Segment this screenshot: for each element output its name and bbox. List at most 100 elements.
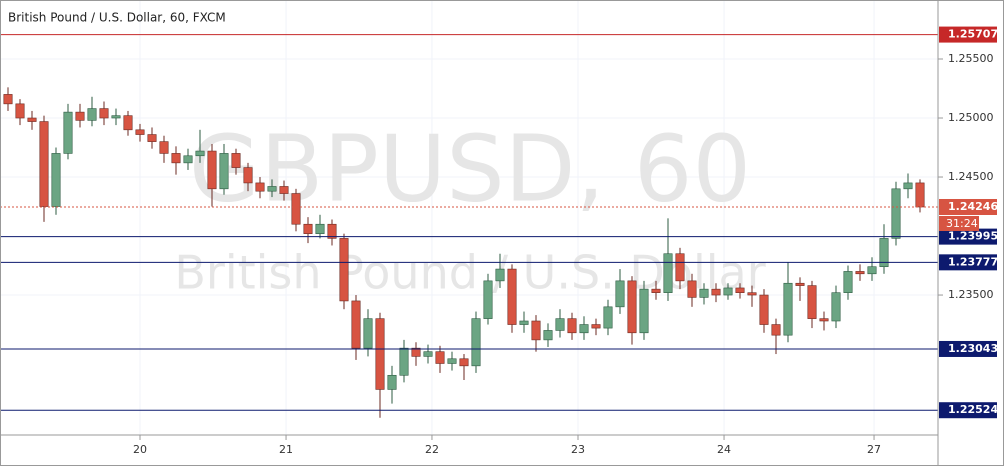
candle-body bbox=[399, 347, 409, 376]
candle-body bbox=[891, 188, 901, 239]
level-label: 1.22524 bbox=[948, 403, 998, 416]
candle-body bbox=[63, 111, 73, 154]
candle-body bbox=[675, 253, 685, 282]
candle-body bbox=[351, 300, 361, 349]
candle-body bbox=[795, 282, 805, 286]
candle-body bbox=[327, 223, 337, 239]
candle-body bbox=[267, 186, 277, 192]
y-tick-label: 1.24500 bbox=[948, 170, 994, 183]
countdown-box bbox=[939, 215, 979, 231]
candle-body bbox=[219, 153, 229, 190]
candle-body bbox=[519, 320, 529, 325]
level-label: 1.23995 bbox=[948, 230, 998, 243]
candle-body bbox=[423, 351, 433, 357]
candle-body bbox=[711, 288, 721, 296]
candle-body bbox=[867, 266, 877, 275]
candle-body bbox=[291, 193, 301, 225]
candle-body bbox=[579, 324, 589, 334]
candle-body bbox=[603, 306, 613, 329]
level-label: 1.25707 bbox=[948, 28, 998, 41]
candle-body bbox=[639, 288, 649, 334]
candle-body bbox=[483, 280, 493, 319]
chart-title: British Pound / U.S. Dollar, 60, FXCM bbox=[8, 11, 226, 25]
candle-body bbox=[843, 271, 853, 293]
candle-body bbox=[147, 134, 157, 142]
candle-body bbox=[591, 324, 601, 329]
candle-body bbox=[39, 121, 49, 207]
y-tick-label: 1.25000 bbox=[948, 111, 994, 124]
candle-body bbox=[171, 153, 181, 164]
candle-body bbox=[555, 318, 565, 331]
candle-body bbox=[375, 318, 385, 390]
candle-body bbox=[567, 318, 577, 334]
candle-body bbox=[159, 141, 169, 154]
x-tick-label: 20 bbox=[133, 443, 147, 456]
candle-body bbox=[99, 108, 109, 119]
candle-body bbox=[3, 94, 13, 105]
candle-body bbox=[699, 288, 709, 298]
candle-body bbox=[303, 223, 313, 234]
candle-body bbox=[459, 358, 469, 367]
candle-body bbox=[111, 115, 121, 119]
last-price-box bbox=[939, 198, 997, 215]
candle-body bbox=[687, 280, 697, 298]
candle-body bbox=[207, 150, 217, 190]
candle-body bbox=[435, 351, 445, 364]
candle-body bbox=[183, 155, 193, 164]
level-label-box bbox=[939, 26, 997, 43]
candle-body bbox=[279, 186, 289, 194]
candle-body bbox=[243, 167, 253, 184]
y-tick-label: 1.25500 bbox=[948, 52, 994, 65]
level-label-box bbox=[939, 340, 997, 357]
candle-body bbox=[75, 111, 85, 121]
level-label-box bbox=[939, 228, 997, 245]
countdown-label: 31:24 bbox=[946, 217, 978, 230]
candle-body bbox=[915, 182, 925, 208]
candle-body bbox=[123, 115, 133, 131]
x-tick-label: 22 bbox=[425, 443, 439, 456]
candle-body bbox=[339, 238, 349, 302]
x-tick-label: 24 bbox=[717, 443, 731, 456]
candle-body bbox=[255, 182, 265, 192]
candle-body bbox=[447, 358, 457, 364]
candle-body bbox=[783, 282, 793, 336]
plot bbox=[0, 34, 938, 418]
level-label: 1.23777 bbox=[948, 255, 998, 268]
candle-body bbox=[195, 150, 205, 157]
candle-body bbox=[315, 223, 325, 234]
candle-body bbox=[471, 318, 481, 367]
y-tick-label: 1.23500 bbox=[948, 288, 994, 301]
axis-labels: 1.25500 1.25000 1.24500 1.23500 20 21 22 23 24 27… bbox=[133, 26, 998, 456]
candle-body bbox=[735, 287, 745, 293]
grid bbox=[0, 0, 938, 435]
candle-body bbox=[15, 103, 25, 119]
candle-body bbox=[495, 268, 505, 282]
candle-body bbox=[855, 271, 865, 275]
candle-body bbox=[27, 117, 37, 122]
candle-body bbox=[759, 294, 769, 325]
candle-body bbox=[819, 318, 829, 322]
level-label-box bbox=[939, 254, 997, 271]
candle-body bbox=[879, 238, 889, 268]
candle-body bbox=[663, 253, 673, 293]
candle-body bbox=[387, 374, 397, 390]
candle-body bbox=[747, 292, 757, 296]
candle-body bbox=[615, 280, 625, 308]
candle-body bbox=[723, 287, 733, 296]
x-tick-label: 23 bbox=[571, 443, 585, 456]
watermark-symbol: GBPUSD, 60 bbox=[189, 115, 751, 222]
candle-body bbox=[507, 268, 517, 325]
candle-body bbox=[903, 182, 913, 190]
candle-body bbox=[627, 280, 637, 334]
candle-body bbox=[135, 129, 145, 135]
candle-body bbox=[411, 347, 421, 357]
candle-body bbox=[771, 324, 781, 336]
last-price-label: 1.24246 bbox=[948, 200, 998, 213]
candle-body bbox=[831, 292, 841, 322]
x-tick-label: 21 bbox=[279, 443, 293, 456]
level-label: 1.23043 bbox=[948, 342, 998, 355]
candle-body bbox=[543, 330, 553, 341]
level-label-box bbox=[939, 402, 997, 419]
candle-body bbox=[363, 318, 373, 349]
